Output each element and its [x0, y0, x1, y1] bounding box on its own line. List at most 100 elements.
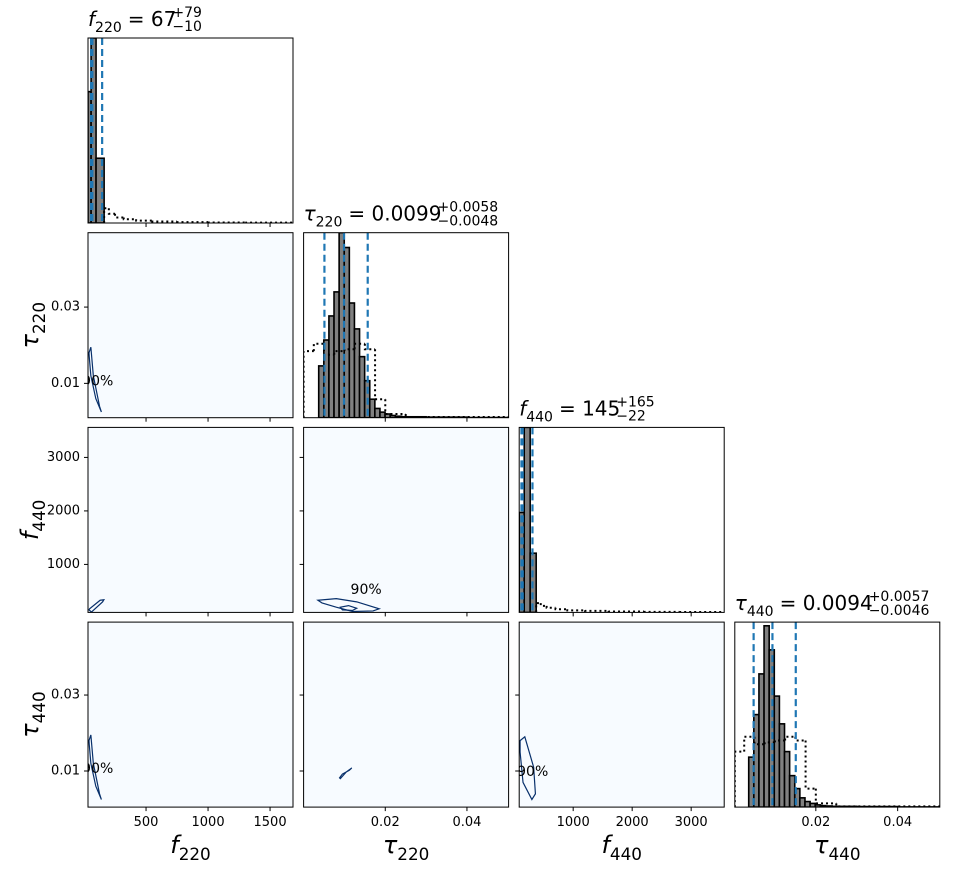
y-axis-label: τ220 [16, 302, 49, 348]
x-axis-label: f220 [170, 831, 210, 864]
panel-plot: 90% [82, 622, 293, 808]
prior-step [114, 213, 124, 219]
symbol: τ [814, 831, 829, 859]
contour-label: 90% [82, 373, 113, 389]
prior-step [303, 350, 314, 418]
title-value: = 145 [559, 396, 620, 420]
panel-plot [303, 622, 509, 808]
x-tick-label: 1000 [192, 815, 225, 830]
title-upper: +79 [172, 5, 202, 21]
prior-step [312, 342, 325, 352]
contour [338, 767, 353, 780]
prior-step [554, 607, 568, 611]
panel-title: f440 = 145 [519, 396, 620, 425]
panel-plot [519, 427, 725, 613]
panel-title: τ220 = 0.0099 [304, 202, 442, 231]
y-axis-label: f440 [16, 500, 49, 540]
x-tick-label: 2000 [616, 815, 649, 830]
x-tick-label: 1000 [557, 815, 590, 830]
subscript: 440 [747, 604, 774, 620]
prior-step [773, 739, 786, 743]
prior-step [835, 803, 940, 808]
contour [88, 734, 102, 800]
title-upper: +0.0058 [437, 200, 498, 216]
y-tick-label: 0.03 [51, 300, 80, 315]
panel-plot: 90% [82, 232, 293, 418]
panel-plot [734, 622, 940, 808]
symbol: τ [383, 831, 398, 859]
posterior-bar [95, 157, 105, 223]
panel-frame [734, 621, 941, 808]
prior-step [607, 610, 644, 613]
panel-plot [303, 232, 509, 418]
title-upper: +165 [616, 394, 654, 410]
x-tick-label: 500 [134, 815, 159, 830]
title-lower: −0.0046 [869, 603, 930, 619]
x-tick-label: 3000 [675, 815, 708, 830]
prior-step [545, 605, 556, 609]
panel-plot: 90% [517, 622, 725, 808]
panel-frame [87, 426, 294, 613]
panel-plot [88, 38, 293, 223]
subscript: 220 [29, 302, 49, 334]
title-lower: −22 [616, 408, 646, 424]
title-value: = 67 [128, 7, 177, 31]
title-value: = 0.0099 [348, 202, 441, 226]
panel-plot [88, 427, 293, 613]
x-tick-label: 0.02 [801, 815, 830, 830]
prior-step [804, 740, 816, 790]
prior-step [734, 750, 745, 808]
y-tick-label: 0.01 [51, 764, 80, 779]
posterior-bar [523, 427, 531, 613]
prior-step [374, 349, 386, 401]
title-lower: −0.0048 [437, 214, 498, 230]
panel-plot: 90% [303, 427, 509, 613]
panel-frame [87, 232, 294, 419]
subscript: 440 [526, 409, 553, 425]
panel-background [88, 232, 293, 418]
prior-step [763, 741, 775, 745]
symbol: τ [304, 202, 317, 226]
subscript: 440 [29, 691, 49, 723]
contour-label: 90% [517, 764, 548, 780]
y-tick-label: 3000 [47, 450, 80, 465]
panel-frame [518, 621, 725, 808]
x-axis-label: τ440 [814, 831, 860, 864]
symbol: τ [16, 333, 44, 348]
panel-title: f220 = 67 [88, 7, 176, 36]
prior-step [784, 735, 796, 741]
contour [519, 735, 537, 801]
title-upper: +0.0057 [869, 589, 930, 605]
prior-step [122, 217, 137, 221]
prior-step [539, 603, 547, 607]
symbol: f [519, 396, 529, 420]
panel-background [519, 622, 725, 808]
x-tick-label: 0.04 [883, 815, 912, 830]
prior-step [743, 735, 755, 752]
subscript: 440 [610, 844, 642, 864]
contour-label: 90% [82, 761, 113, 777]
symbol: τ [16, 723, 44, 738]
panel-background [303, 427, 509, 613]
subscript: 440 [29, 500, 49, 532]
y-tick-label: 0.01 [51, 376, 80, 391]
prior-step [583, 609, 609, 612]
prior-step [135, 219, 153, 222]
prior-step [384, 399, 406, 415]
subscript: 440 [829, 844, 861, 864]
y-axis-label: τ440 [16, 691, 49, 737]
subscript: 220 [179, 844, 211, 864]
contour [316, 598, 382, 613]
panel-frame [518, 426, 725, 613]
panel-frame [303, 621, 510, 808]
panel-frame [87, 37, 294, 224]
prior-step [404, 414, 509, 418]
contour [339, 604, 359, 612]
y-tick-label: 0.03 [51, 688, 80, 703]
panel-frame [87, 621, 294, 808]
contour-label: 90% [351, 582, 382, 598]
prior-step [151, 220, 178, 223]
prior-step [176, 221, 209, 223]
prior-step [107, 208, 116, 215]
